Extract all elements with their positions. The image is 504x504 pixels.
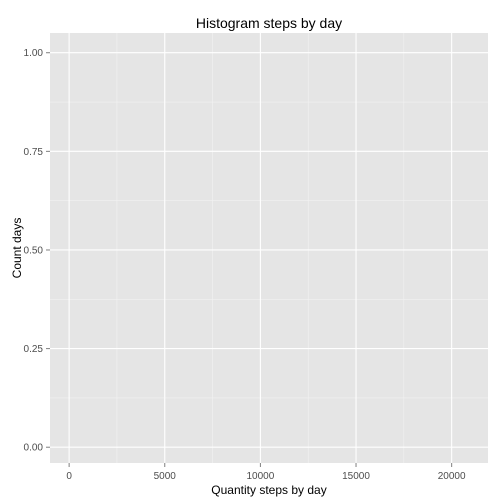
x-axis-title: Quantity steps by day (211, 483, 326, 497)
plot-panel (50, 33, 488, 463)
y-tick-label: 1.00 (24, 48, 44, 59)
chart-title: Histogram steps by day (196, 15, 342, 31)
y-tick-label: 0.00 (24, 443, 44, 454)
grid-major (50, 33, 488, 463)
x-tick-label: 20000 (438, 471, 466, 482)
x-axis-ticks: 0 5000 10000 15000 20000 (66, 463, 466, 482)
grid-minor (50, 33, 488, 463)
x-tick-label: 5000 (154, 471, 177, 482)
y-tick-label: 0.50 (24, 245, 44, 256)
y-axis-title: Count days (10, 218, 24, 279)
x-tick-label: 15000 (342, 471, 370, 482)
y-tick-label: 0.25 (24, 344, 44, 355)
x-tick-label: 0 (66, 471, 72, 482)
x-tick-label: 10000 (246, 471, 274, 482)
y-axis-ticks: 0.00 0.25 0.50 0.75 1.00 (24, 48, 50, 454)
y-tick-label: 0.75 (24, 147, 44, 158)
